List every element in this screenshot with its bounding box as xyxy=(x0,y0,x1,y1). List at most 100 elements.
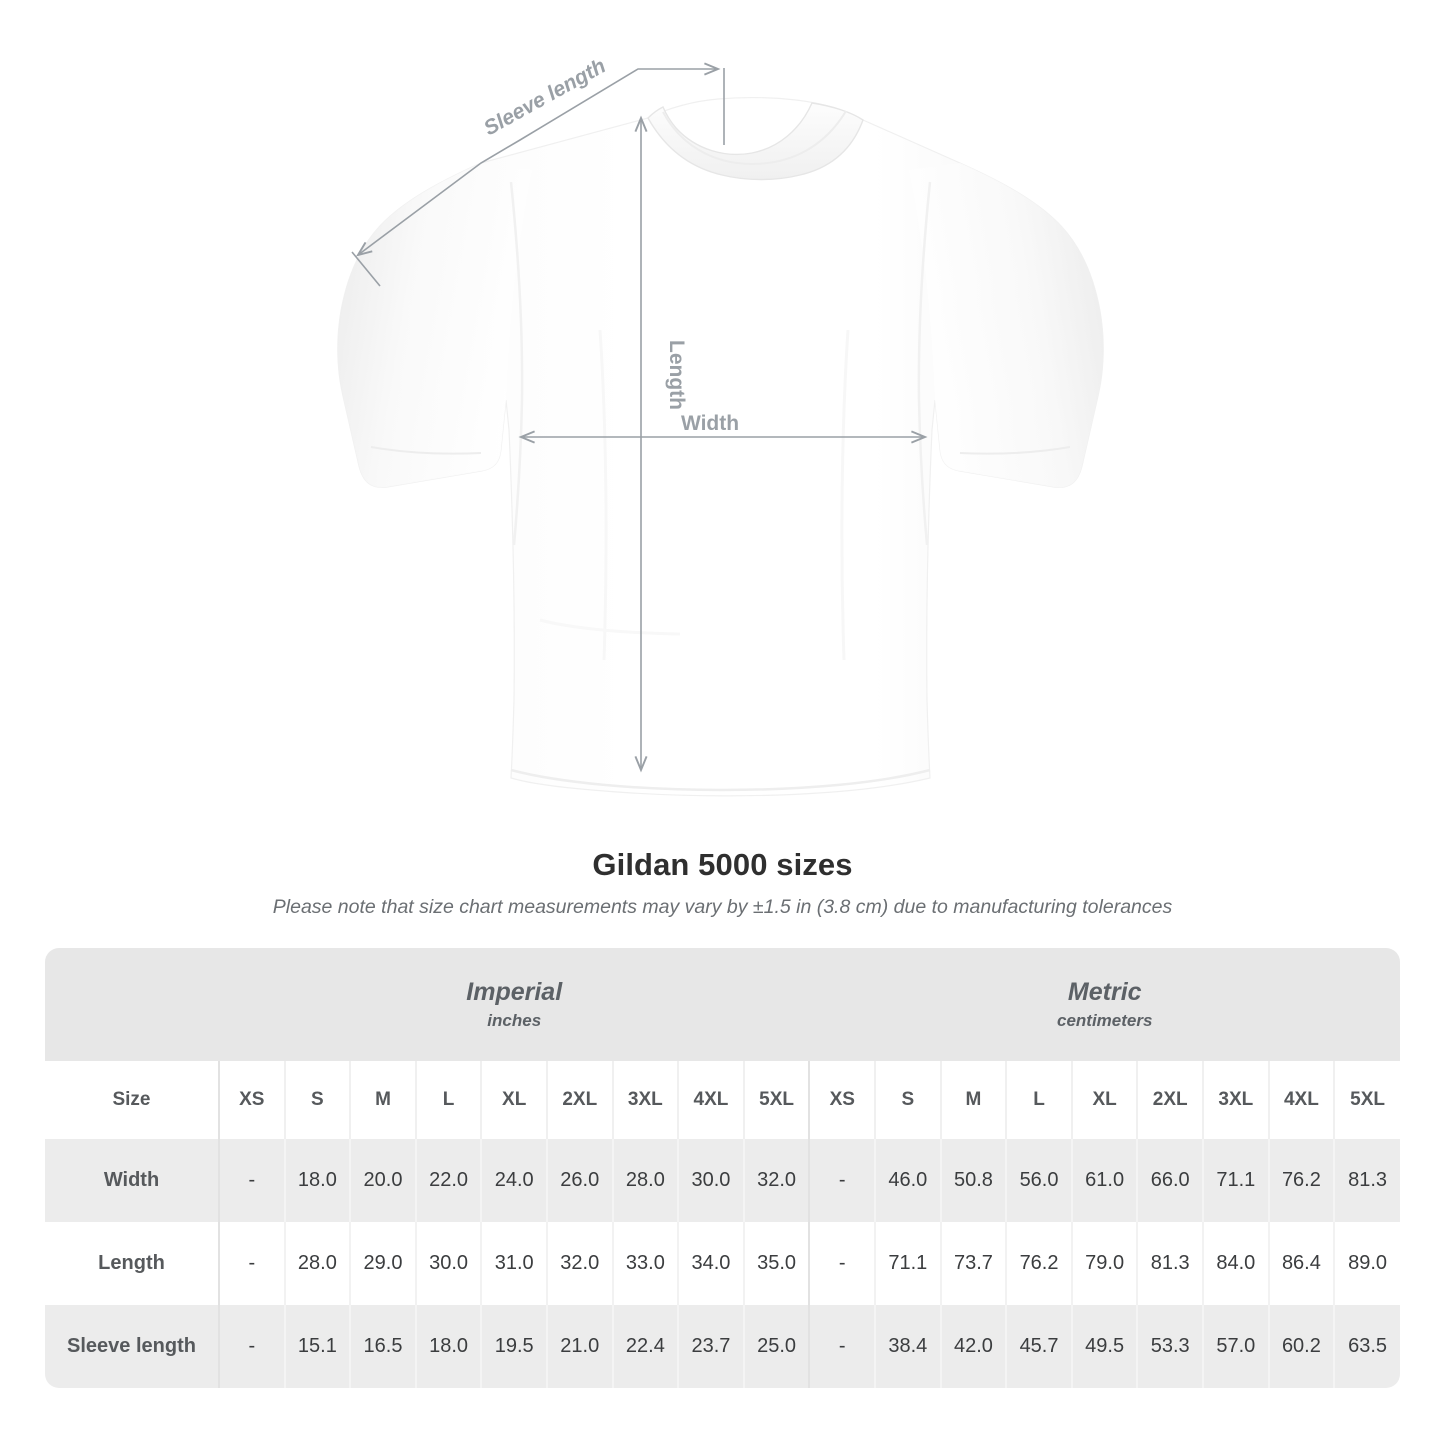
cell-width-imperial-L: 22.0 xyxy=(414,1139,482,1222)
cell-sleeve-metric-5XL: 63.5 xyxy=(1333,1305,1400,1388)
cell-length-metric-M: 73.7 xyxy=(939,1222,1007,1305)
size-header-metric-L: L xyxy=(1005,1061,1072,1139)
cell-width-metric-L: 56.0 xyxy=(1005,1139,1072,1222)
cell-length-metric-S: 71.1 xyxy=(874,1222,941,1305)
tshirt-illustration: Sleeve length Length Width xyxy=(337,54,1104,797)
table-row: Width - 18.0 20.0 22.0 24.0 26.0 28.0 30… xyxy=(45,1139,1400,1222)
cell-width-metric-4XL: 76.2 xyxy=(1267,1139,1335,1222)
size-chart-table: Imperial inches Metric centimeters Size … xyxy=(45,948,1400,1388)
cell-sleeve-imperial-4XL: 23.7 xyxy=(677,1305,744,1388)
cell-width-imperial-3XL: 28.0 xyxy=(611,1139,679,1222)
cell-length-metric-4XL: 86.4 xyxy=(1267,1222,1335,1305)
size-header-metric-3XL: 3XL xyxy=(1202,1061,1269,1139)
cell-sleeve-imperial-XL: 19.5 xyxy=(480,1305,547,1388)
size-header-metric-S: S xyxy=(874,1061,941,1139)
row-label-sleeve-length: Sleeve length xyxy=(45,1305,219,1388)
unit-name-imperial: Imperial xyxy=(466,977,563,1006)
unit-header-imperial: Imperial inches xyxy=(219,948,810,1061)
cell-length-imperial-3XL: 33.0 xyxy=(611,1222,679,1305)
cell-sleeve-metric-S: 38.4 xyxy=(874,1305,941,1388)
tshirt-svg: Sleeve length Length Width xyxy=(337,54,1104,797)
size-header-imperial-M: M xyxy=(349,1061,416,1139)
cell-sleeve-metric-M: 42.0 xyxy=(939,1305,1007,1388)
cell-width-metric-XS: - xyxy=(808,1139,876,1222)
cell-length-metric-XL: 79.0 xyxy=(1070,1222,1138,1305)
table-row: Sleeve length - 15.1 16.5 18.0 19.5 21.0… xyxy=(45,1305,1400,1388)
cell-width-metric-M: 50.8 xyxy=(939,1139,1007,1222)
size-header-imperial-S: S xyxy=(283,1061,351,1139)
cell-sleeve-imperial-2XL: 21.0 xyxy=(545,1305,613,1388)
cell-length-metric-XS: - xyxy=(808,1222,876,1305)
cell-length-imperial-XS: - xyxy=(218,1222,285,1305)
size-header-row: Size XS S M L XL 2XL 3XL 4XL 5XL XS S M … xyxy=(45,1061,1400,1139)
cell-sleeve-imperial-S: 15.1 xyxy=(283,1305,351,1388)
cell-length-imperial-2XL: 32.0 xyxy=(545,1222,613,1305)
cell-length-metric-5XL: 89.0 xyxy=(1333,1222,1400,1305)
cell-width-metric-5XL: 81.3 xyxy=(1333,1139,1400,1222)
cell-sleeve-metric-XL: 49.5 xyxy=(1070,1305,1138,1388)
cell-length-imperial-L: 30.0 xyxy=(414,1222,482,1305)
sleeve-length-dimension xyxy=(351,68,725,287)
cell-sleeve-imperial-L: 18.0 xyxy=(414,1305,482,1388)
chart-heading: Gildan 5000 sizes Please note that size … xyxy=(0,845,1445,920)
tolerance-note: Please note that size chart measurements… xyxy=(272,896,1173,918)
cell-width-imperial-2XL: 26.0 xyxy=(545,1139,613,1222)
size-header-imperial-L: L xyxy=(414,1061,482,1139)
length-label: Length xyxy=(665,340,688,410)
size-header-metric-5XL: 5XL xyxy=(1333,1061,1400,1139)
cell-sleeve-metric-2XL: 53.3 xyxy=(1136,1305,1204,1388)
cell-width-imperial-M: 20.0 xyxy=(349,1139,416,1222)
size-header-imperial-4XL: 4XL xyxy=(677,1061,744,1139)
cell-width-imperial-5XL: 32.0 xyxy=(742,1139,810,1222)
cell-width-metric-XL: 61.0 xyxy=(1070,1139,1138,1222)
unit-header-metric: Metric centimeters xyxy=(809,948,1400,1061)
row-label-width: Width xyxy=(45,1139,219,1222)
width-label: Width xyxy=(681,412,739,435)
cell-length-metric-L: 76.2 xyxy=(1005,1222,1072,1305)
cell-length-imperial-5XL: 35.0 xyxy=(742,1222,810,1305)
cell-length-imperial-S: 28.0 xyxy=(283,1222,351,1305)
cell-length-metric-2XL: 81.3 xyxy=(1136,1222,1204,1305)
cell-width-imperial-XS: - xyxy=(218,1139,285,1222)
cell-sleeve-imperial-M: 16.5 xyxy=(349,1305,416,1388)
unit-header-row: Imperial inches Metric centimeters xyxy=(45,948,1400,1061)
cell-length-metric-3XL: 84.0 xyxy=(1202,1222,1269,1305)
size-header-metric-XL: XL xyxy=(1070,1061,1138,1139)
size-header-imperial-XL: XL xyxy=(480,1061,547,1139)
measurement-annotations xyxy=(351,68,925,770)
size-header-imperial-3XL: 3XL xyxy=(611,1061,679,1139)
cell-sleeve-metric-XS: - xyxy=(808,1305,876,1388)
cell-width-imperial-XL: 24.0 xyxy=(480,1139,547,1222)
cell-length-imperial-M: 29.0 xyxy=(349,1222,416,1305)
size-header-metric-M: M xyxy=(939,1061,1007,1139)
size-header-metric-XS: XS xyxy=(808,1061,876,1139)
cell-length-imperial-4XL: 34.0 xyxy=(677,1222,744,1305)
size-header-metric-2XL: 2XL xyxy=(1136,1061,1204,1139)
cell-length-imperial-XL: 31.0 xyxy=(480,1222,547,1305)
cell-width-imperial-S: 18.0 xyxy=(283,1139,351,1222)
cell-sleeve-imperial-XS: - xyxy=(218,1305,285,1388)
unit-header-spacer xyxy=(45,948,219,1061)
table-row: Length - 28.0 29.0 30.0 31.0 32.0 33.0 3… xyxy=(45,1222,1400,1305)
cell-width-metric-3XL: 71.1 xyxy=(1202,1139,1269,1222)
cell-sleeve-metric-3XL: 57.0 xyxy=(1202,1305,1269,1388)
cell-width-metric-S: 46.0 xyxy=(874,1139,941,1222)
size-header-metric-4XL: 4XL xyxy=(1267,1061,1335,1139)
size-chart-table-wrapper: Imperial inches Metric centimeters Size … xyxy=(45,948,1400,1388)
cell-sleeve-metric-L: 45.7 xyxy=(1005,1305,1072,1388)
unit-subtitle-imperial: inches xyxy=(487,1010,542,1030)
size-header-imperial-2XL: 2XL xyxy=(545,1061,613,1139)
page-title: Gildan 5000 sizes xyxy=(592,847,853,882)
row-label-length: Length xyxy=(45,1222,219,1305)
cell-width-imperial-4XL: 30.0 xyxy=(677,1139,744,1222)
size-header-imperial-5XL: 5XL xyxy=(742,1061,810,1139)
size-header-imperial-XS: XS xyxy=(218,1061,285,1139)
unit-name-metric: Metric xyxy=(1067,977,1142,1006)
size-header-label: Size xyxy=(45,1061,219,1139)
tshirt-body-shape xyxy=(337,97,1104,797)
cell-sleeve-imperial-3XL: 22.4 xyxy=(611,1305,679,1388)
cell-sleeve-imperial-5XL: 25.0 xyxy=(742,1305,810,1388)
cell-sleeve-metric-4XL: 60.2 xyxy=(1267,1305,1335,1388)
unit-subtitle-metric: centimeters xyxy=(1057,1010,1153,1030)
